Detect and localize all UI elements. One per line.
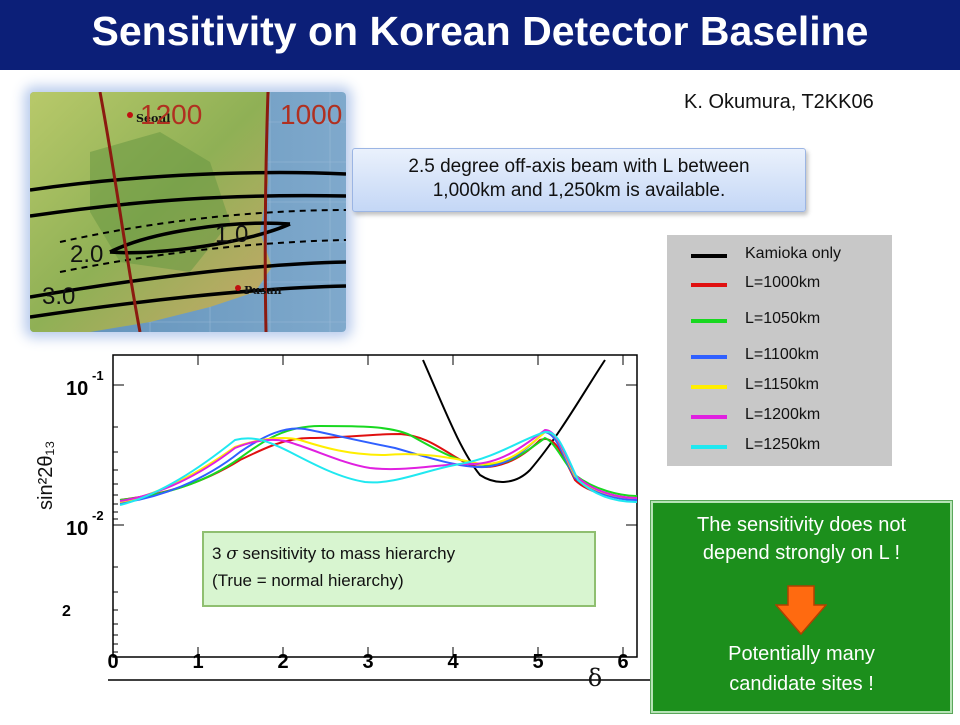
xtick-4: 4 — [447, 651, 459, 673]
legend-item-1100: L=1100km — [667, 344, 892, 370]
note-line-2: (True = normal hierarchy) — [212, 571, 404, 590]
xtick-3: 3 — [362, 651, 373, 673]
down-arrow-icon — [775, 585, 827, 635]
conclusion-line-1: The sensitivity does not — [697, 514, 906, 536]
map-label-2.0: 2.0 — [70, 241, 103, 268]
xtick-0: 0 — [107, 651, 118, 673]
ytick-exp-1: -1 — [92, 368, 104, 383]
legend-item-1200: L=1200km — [667, 404, 892, 430]
legend-label: Kamioka only — [745, 245, 842, 262]
callout-line-2: 1,000km and 1,250km is available. — [432, 180, 726, 201]
map-label-3.0: 3.0 — [42, 283, 75, 310]
credit-text: K. Okumura, T2KK06 — [684, 91, 874, 113]
curve-l1250 — [119, 430, 638, 506]
legend-item-1250: L=1250km — [667, 434, 892, 460]
legend-swatch — [691, 415, 727, 419]
y-axis-label: sin²2θ₁₃ — [35, 441, 57, 510]
note-sigma-symbol: σ — [226, 544, 238, 564]
xtick-5: 5 — [532, 651, 543, 673]
y-ticks — [113, 384, 637, 653]
extra-label: 2 — [62, 603, 71, 620]
legend-label: L=1150km — [745, 376, 819, 393]
hierarchy-note: 3 σ sensitivity to mass hierarchy (True … — [202, 531, 596, 607]
curve-kamioka — [422, 359, 606, 483]
legend-label: L=1100km — [745, 346, 819, 363]
xtick-1: 1 — [192, 651, 203, 673]
sensitivity-plot: sin²2θ₁₃ 10 -1 10 -2 2 0 1 2 3 4 5 6 δ — [0, 340, 660, 720]
note-line-1: 3 σ sensitivity to mass hierarchy — [212, 544, 455, 564]
xtick-6: 6 — [617, 651, 628, 673]
conclusion-line-4: candidate sites ! — [729, 673, 874, 695]
legend-swatch — [691, 385, 727, 389]
ytick-exp-2: -2 — [92, 508, 104, 523]
legend-item-1000: L=1000km — [667, 272, 892, 298]
korea-baseline-map: Seoul Pusan 1200 1000 1.0 2.0 3.0 — [30, 92, 346, 332]
conclusion-line-2: depend strongly on L ! — [702, 542, 901, 564]
map-label-1200: 1200 — [140, 99, 202, 130]
legend-item-kamioka: Kamioka only — [667, 243, 892, 269]
slide-title: Sensitivity on Korean Detector Baseline — [91, 8, 869, 54]
ytick-base-2: 10 — [66, 518, 88, 540]
note-line-1-text: sensitivity to mass hierarchy — [242, 544, 456, 563]
map-label-1.0: 1.0 — [215, 221, 248, 248]
legend-item-1150: L=1150km — [667, 374, 892, 400]
sensitivity-curves — [119, 359, 638, 506]
legend-swatch — [691, 355, 727, 359]
plot-frame — [112, 354, 638, 658]
ytick-base-1: 10 — [66, 378, 88, 400]
callout-line-1: 2.5 degree off-axis beam with L between — [408, 156, 750, 177]
legend: Kamioka only L=1000km L=1050km L=1100km … — [667, 235, 892, 466]
legend-swatch — [691, 283, 727, 287]
legend-label: L=1000km — [745, 274, 821, 291]
legend-swatch — [691, 319, 727, 323]
conclusion-line-3: Potentially many — [728, 643, 875, 665]
map-label-1000: 1000 — [280, 99, 342, 130]
conclusion-box: The sensitivity does not depend strongly… — [651, 501, 952, 713]
xtick-2: 2 — [277, 651, 288, 673]
legend-swatch — [691, 254, 727, 258]
title-bar: Sensitivity on Korean Detector Baseline — [0, 0, 960, 70]
x-axis-label: δ — [588, 664, 602, 692]
legend-label: L=1050km — [745, 310, 821, 327]
legend-swatch — [691, 445, 727, 449]
offaxis-callout: 2.5 degree off-axis beam with L between … — [352, 148, 806, 212]
legend-item-1050: L=1050km — [667, 308, 892, 334]
legend-label: L=1200km — [745, 406, 821, 423]
map-city-seoul: Seoul — [136, 112, 170, 125]
legend-label: L=1250km — [745, 436, 821, 453]
map-city-pusan: Pusan — [244, 284, 282, 297]
x-ticks — [112, 355, 624, 657]
note-sigma-count: 3 — [212, 544, 222, 563]
